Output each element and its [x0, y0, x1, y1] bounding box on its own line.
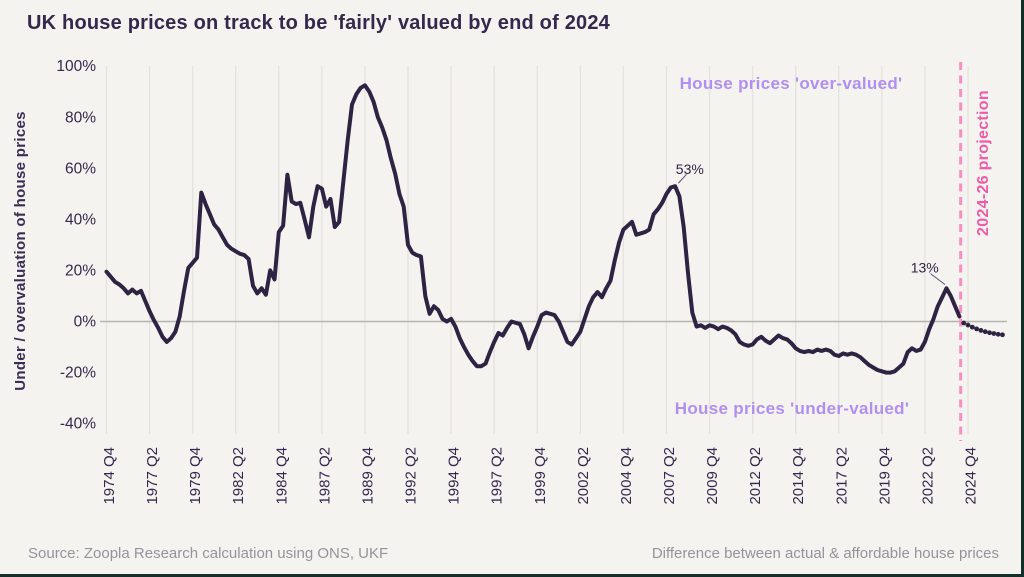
x-tick-label: 2009 Q4: [704, 447, 721, 505]
y-tick-label: -20%: [60, 365, 96, 382]
projection-dot: [978, 328, 984, 333]
x-tick-label: 2022 Q2: [919, 447, 936, 505]
projection-dot: [965, 322, 971, 328]
x-tick-label: 2004 Q4: [618, 447, 635, 505]
x-tick-label: 2002 Q2: [575, 447, 592, 505]
definition-note: Difference between actual & affordable h…: [651, 545, 999, 562]
x-tick-label: 1999 Q4: [532, 447, 549, 505]
y-tick-label: 60%: [65, 160, 96, 177]
x-tick-label: 2017 Q2: [833, 447, 850, 505]
x-tick-label: 2014 Q4: [790, 447, 807, 505]
x-tick-label: 1974 Q4: [101, 447, 118, 505]
y-tick-label: 100%: [56, 58, 96, 75]
callout-label: 53%: [676, 161, 704, 177]
x-tick-label: 1992 Q2: [403, 447, 420, 505]
projection-dot: [991, 331, 997, 336]
y-tick-label: 20%: [65, 262, 96, 279]
x-tick-label: 1977 Q2: [144, 447, 161, 505]
y-tick-label: 40%: [65, 211, 96, 228]
callout-label: 13%: [911, 259, 939, 275]
projection-dot: [995, 331, 1001, 337]
projection-dot: [961, 320, 967, 326]
x-tick-label: 1979 Q4: [187, 447, 204, 505]
x-tick-label: 1994 Q4: [446, 447, 463, 505]
chart-title: UK house prices on track to be 'fairly' …: [27, 12, 610, 34]
callout-leader-line: [678, 173, 687, 184]
y-tick-label: -40%: [60, 416, 96, 433]
x-tick-label: 2024 Q4: [963, 447, 980, 505]
y-tick-label: 80%: [65, 109, 96, 126]
y-axis-title: Under / overvaluation of house prices: [12, 111, 29, 391]
x-tick-label: 2007 Q2: [661, 447, 678, 505]
projection-dot: [987, 330, 992, 336]
projection-label: 2024-26 projection: [975, 90, 992, 236]
projection-dot: [1000, 332, 1005, 338]
overvalued-zone-label: House prices 'over-valued': [679, 74, 903, 93]
projection-dot: [982, 329, 988, 335]
x-tick-label: 1989 Q4: [359, 447, 376, 505]
series-line: [104, 83, 962, 375]
undervalued-zone-label: House prices 'under-valued': [674, 399, 910, 418]
x-tick-label: 2012 Q2: [747, 447, 764, 505]
x-tick-label: 1987 Q2: [316, 447, 333, 505]
y-tick-label: 0%: [74, 314, 97, 331]
source-note: Source: Zoopla Research calculation usin…: [28, 545, 389, 562]
x-tick-label: 1982 Q2: [230, 447, 247, 505]
x-tick-label: 2019 Q4: [876, 447, 893, 505]
x-tick-label: 1997 Q2: [489, 447, 506, 505]
callout-leader-line: [930, 273, 946, 285]
x-tick-label: 1984 Q4: [273, 447, 290, 505]
projection-dot: [974, 326, 980, 332]
projection-dot: [969, 324, 975, 330]
